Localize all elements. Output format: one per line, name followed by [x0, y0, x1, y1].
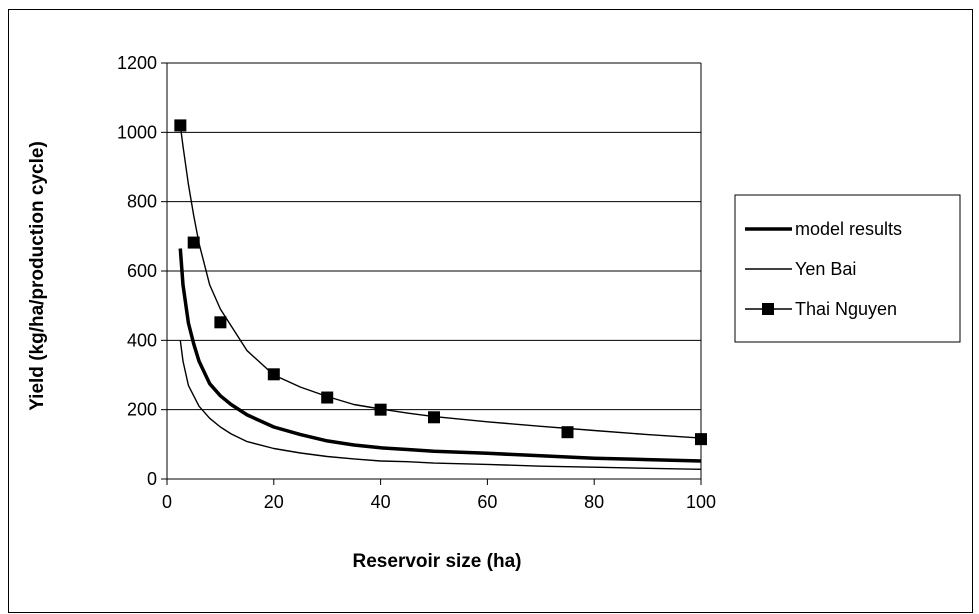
data-point-thai-nguyen: [267, 368, 280, 381]
x-tick-label-0: 0: [162, 492, 172, 512]
x-tick-label-40: 40: [371, 492, 391, 512]
data-point-thai-nguyen: [695, 433, 707, 446]
data-point-thai-nguyen: [187, 236, 200, 249]
legend-marker-square: [762, 303, 774, 315]
y-tick-label-600: 600: [127, 261, 157, 281]
x-axis-title: Reservoir size (ha): [353, 551, 522, 572]
x-tick-label-20: 20: [264, 492, 284, 512]
y-tick-label-800: 800: [127, 192, 157, 212]
y-tick-label-200: 200: [127, 400, 157, 420]
y-tick-label-0: 0: [147, 469, 157, 489]
data-point-thai-nguyen: [374, 403, 387, 416]
data-point-thai-nguyen: [214, 316, 227, 329]
data-point-thai-nguyen: [174, 119, 187, 132]
series-line-yen-bai: [179, 340, 702, 470]
chart-svg: 0 200 400 600 800 1000 1200 0 20 40 60 80 100 Reservo…: [27, 53, 961, 572]
y-axis-title: Yield (kg/ha/production cycle): [27, 141, 48, 411]
data-point-thai-nguyen: [428, 411, 440, 424]
legend-label-thai-nguyen: Thai Nguyen: [795, 299, 897, 319]
legend-label-model-results: model results: [795, 219, 902, 239]
legend-label-yen-bai: Yen Bai: [795, 259, 856, 279]
series-line-model-results: [178, 248, 702, 463]
y-tick-label-1200: 1200: [117, 53, 157, 73]
x-tick-label-60: 60: [477, 492, 497, 512]
chart-frame: 0 200 400 600 800 1000 1200 0 20 40 60 80 100 Reservo…: [8, 9, 973, 613]
x-tick-label-100: 100: [686, 492, 716, 512]
y-tick-label-1000: 1000: [117, 122, 157, 142]
x-tick-label-80: 80: [584, 492, 604, 512]
data-point-thai-nguyen: [561, 426, 574, 439]
y-tick-label-400: 400: [127, 330, 157, 350]
series-line-thai-nguyen: [179, 125, 702, 439]
data-point-thai-nguyen: [321, 391, 334, 404]
